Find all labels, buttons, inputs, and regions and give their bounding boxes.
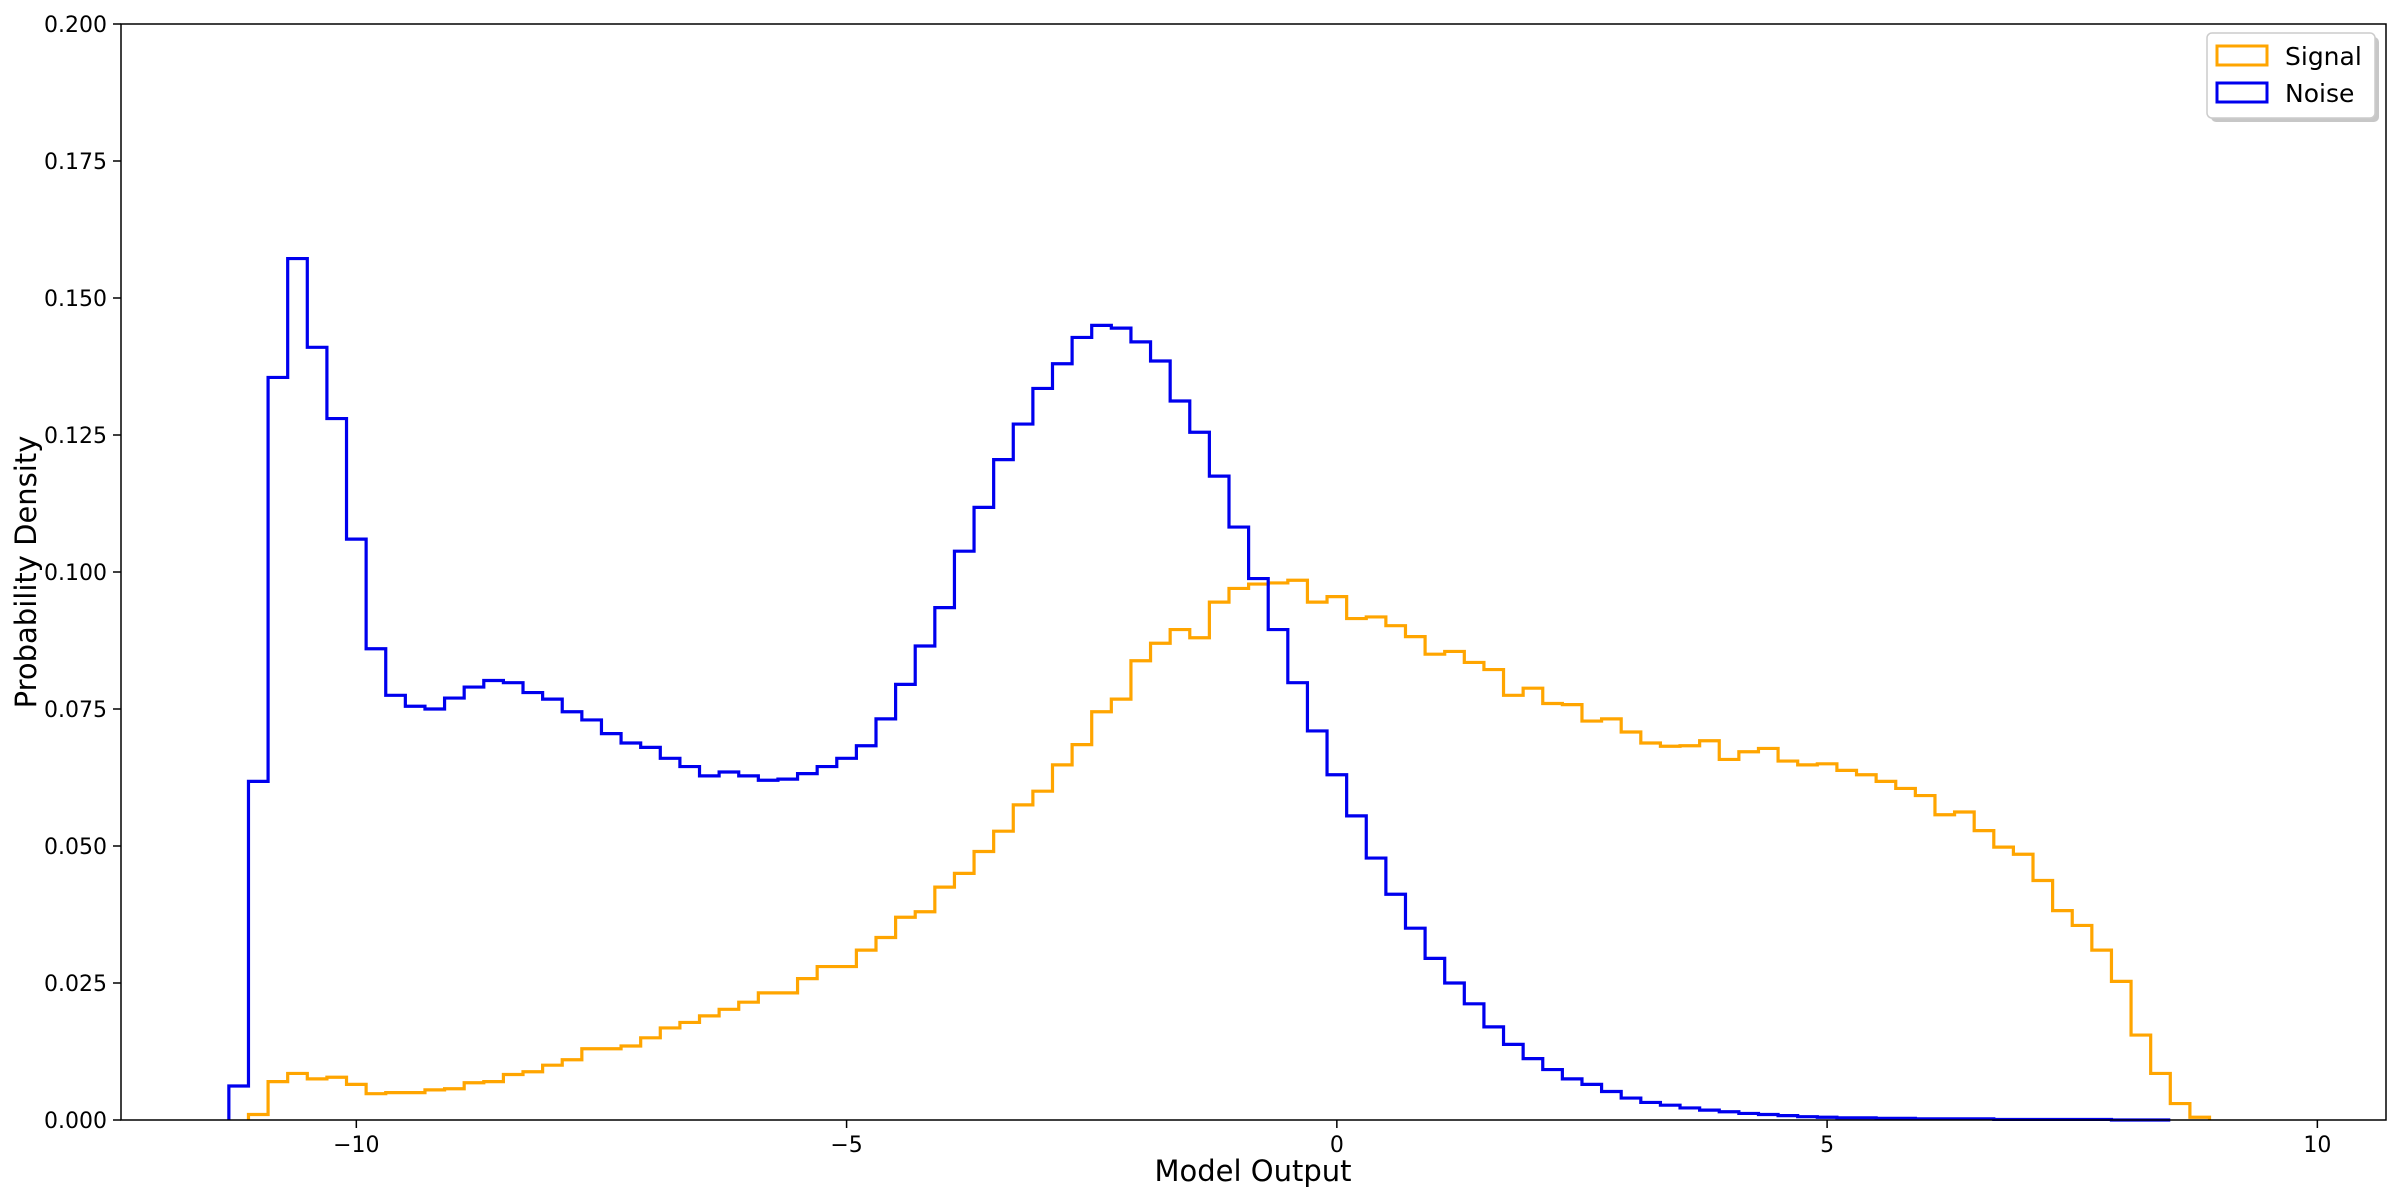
series-layer bbox=[227, 256, 2212, 1122]
legend-swatch-signal bbox=[2215, 44, 2269, 67]
x-tick-label: −10 bbox=[333, 1133, 379, 1158]
y-axis: 0.000 0.025 0.050 0.075 0.100 0.125 0.150 0.175… bbox=[44, 13, 121, 1134]
legend: Signal Noise bbox=[2206, 32, 2379, 122]
legend-label-noise: Noise bbox=[2285, 79, 2354, 108]
plot-frame bbox=[120, 23, 2387, 1121]
y-tick-label: 0.100 bbox=[44, 561, 107, 586]
legend-label-signal: Signal bbox=[2285, 42, 2362, 71]
y-tick-label: 0.050 bbox=[44, 835, 107, 860]
x-tick-label: 5 bbox=[1820, 1133, 1834, 1158]
legend-swatch-noise bbox=[2215, 81, 2269, 104]
y-tick-label: 0.125 bbox=[44, 424, 107, 449]
x-axis: −10 −5 0 5 10 bbox=[333, 1120, 2331, 1158]
x-tick-label: 0 bbox=[1330, 1133, 1344, 1158]
y-tick-label: 0.075 bbox=[44, 698, 107, 723]
y-tick-label: 0.000 bbox=[44, 1109, 107, 1134]
x-tick-label: 10 bbox=[2303, 1133, 2331, 1158]
x-axis-label: Model Output bbox=[1154, 1154, 1351, 1188]
series-signal-step-line bbox=[246, 578, 2212, 1120]
y-tick-label: 0.025 bbox=[44, 972, 107, 997]
y-tick-label: 0.200 bbox=[44, 13, 107, 38]
y-tick-label: 0.150 bbox=[44, 287, 107, 312]
x-tick-label: −5 bbox=[830, 1133, 862, 1158]
y-tick-label: 0.175 bbox=[44, 150, 107, 175]
series-noise-step-line bbox=[227, 256, 2171, 1122]
legend-box bbox=[2206, 32, 2376, 119]
y-axis-label: Probability Density bbox=[9, 436, 43, 709]
